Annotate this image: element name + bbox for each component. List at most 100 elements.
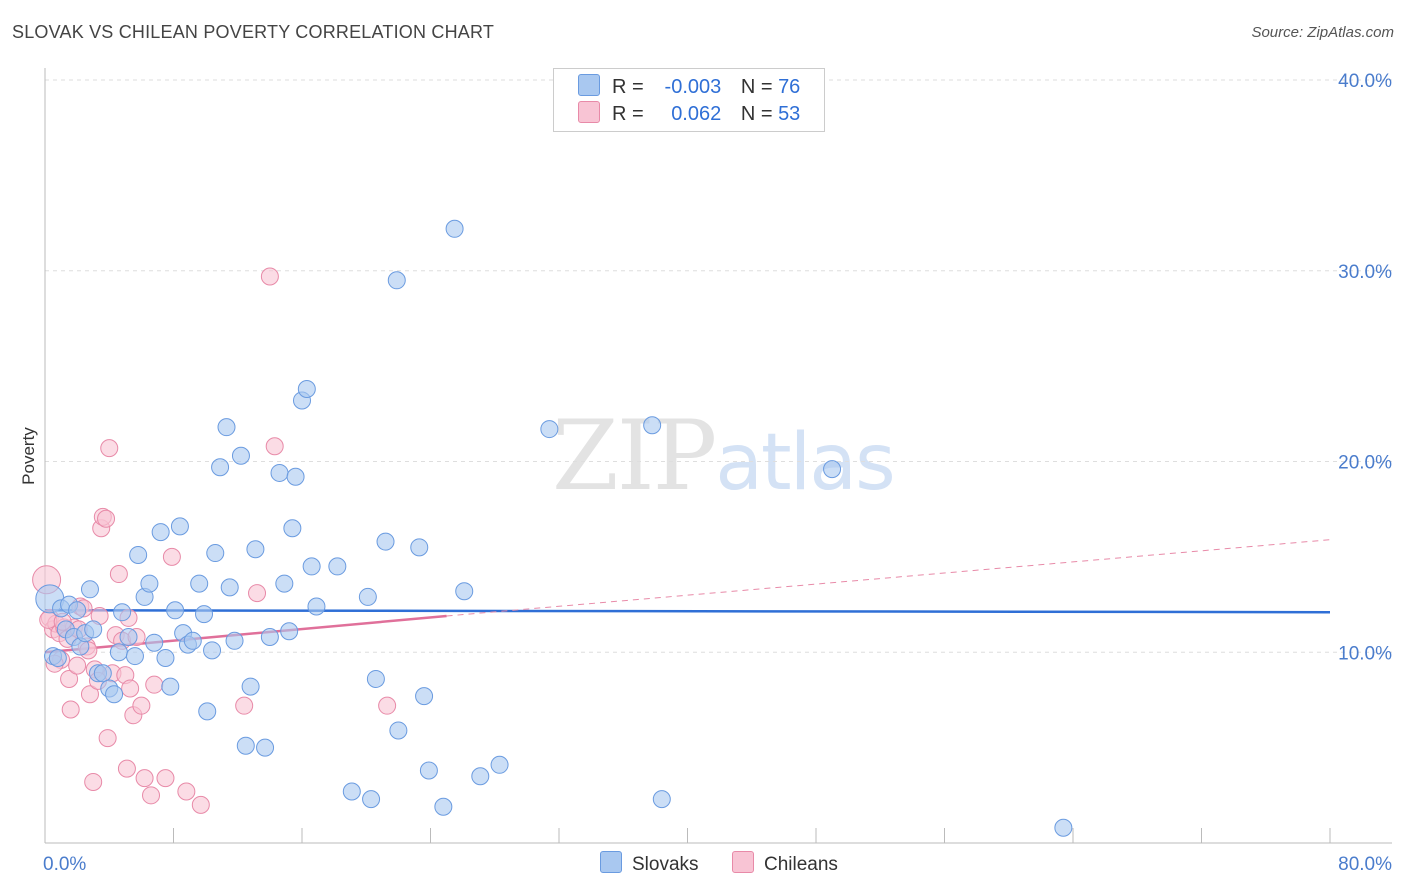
point-slovaks: [217, 418, 236, 437]
point-slovaks: [119, 627, 138, 646]
point-slovaks: [307, 597, 326, 616]
point-slovaks: [183, 631, 202, 650]
point-slovaks: [540, 420, 559, 439]
point-slovaks: [220, 578, 239, 597]
point-slovaks: [231, 446, 250, 465]
legend-swatch-slovaks: [578, 74, 600, 96]
point-chileans: [100, 439, 119, 458]
legend-swatch-chileans: [732, 851, 754, 873]
point-slovaks: [198, 702, 217, 721]
point-slovaks: [389, 721, 408, 740]
point-slovaks: [140, 574, 159, 593]
legend-r-label: R =: [612, 103, 644, 125]
point-slovaks: [93, 664, 112, 683]
point-chileans: [60, 669, 79, 688]
point-slovaks: [328, 557, 347, 576]
point-slovaks: [84, 620, 103, 639]
point-slovaks: [471, 767, 490, 786]
point-chileans: [145, 675, 164, 694]
point-chileans: [142, 786, 161, 805]
point-chileans: [162, 547, 181, 566]
watermark-zip: ZIP: [552, 400, 717, 512]
point-slovaks: [275, 574, 294, 593]
legend-item-chileans: Chileans: [732, 851, 838, 876]
trend-lines: [44, 539, 1331, 654]
chart-source: Source: ZipAtlas.com: [1251, 24, 1394, 41]
point-slovaks: [190, 574, 209, 593]
point-chileans: [84, 772, 103, 791]
tick-labels: 10.0% 20.0% 30.0% 40.0% 0.0% 80.0% Poverty: [19, 71, 1392, 875]
point-slovaks: [358, 587, 377, 606]
point-chileans: [265, 437, 284, 456]
legend-row-chileans: R = 0.062 N = 53: [578, 101, 800, 127]
legend-label-slovaks: Slovaks: [632, 854, 699, 875]
correlation-legend: R = -0.003 N = 76 R = 0.062 N = 53: [553, 68, 825, 132]
point-slovaks: [151, 523, 170, 542]
legend-swatch-slovaks: [600, 851, 622, 873]
point-slovaks: [246, 540, 265, 559]
legend-n-value: 53: [778, 103, 801, 125]
point-chileans: [132, 696, 151, 715]
point-slovaks: [490, 755, 509, 774]
trend-line-chileans-extension: [446, 539, 1331, 617]
y-tick-label: 10.0%: [1338, 643, 1392, 664]
point-slovaks: [145, 633, 164, 652]
data-points: [32, 219, 1073, 837]
point-chileans: [135, 769, 154, 788]
point-slovaks: [643, 416, 662, 435]
watermark-atlas: atlas: [715, 418, 895, 508]
point-chileans: [378, 696, 397, 715]
point-slovaks: [283, 519, 302, 538]
point-slovaks: [236, 736, 255, 755]
point-slovaks: [68, 601, 87, 620]
point-slovaks: [823, 460, 842, 479]
point-slovaks: [297, 380, 316, 399]
point-slovaks: [241, 677, 260, 696]
point-slovaks: [156, 648, 175, 667]
point-slovaks: [445, 219, 464, 238]
grid-lines: [45, 79, 1392, 653]
point-slovaks: [195, 605, 214, 624]
point-slovaks: [387, 271, 406, 290]
point-slovaks: [270, 463, 289, 482]
point-chileans: [97, 509, 116, 528]
point-slovaks: [1054, 818, 1073, 837]
legend-r-label: R =: [612, 76, 644, 98]
trend-line-chileans: [44, 614, 447, 654]
point-slovaks: [225, 631, 244, 650]
point-slovaks: [286, 467, 305, 486]
point-slovaks: [129, 545, 148, 564]
point-slovaks: [170, 517, 189, 536]
point-slovaks: [48, 648, 67, 667]
legend-n-value: 76: [778, 76, 801, 98]
y-tick-label: 20.0%: [1338, 453, 1392, 474]
legend-row-slovaks: R = -0.003 N = 76: [578, 74, 800, 100]
point-chileans: [248, 584, 267, 603]
point-slovaks: [280, 622, 299, 641]
point-chileans: [121, 679, 140, 698]
legend-n-label: N =: [740, 76, 773, 98]
point-slovaks: [105, 685, 124, 704]
point-chileans: [235, 696, 254, 715]
watermark: ZIPatlas: [552, 400, 896, 512]
point-slovaks: [376, 532, 395, 551]
legend-n-label: N =: [740, 103, 773, 125]
legend-r-value: 0.062: [671, 103, 722, 125]
y-tick-label: 30.0%: [1338, 262, 1392, 283]
point-chileans: [68, 656, 87, 675]
point-chileans: [191, 795, 210, 814]
point-chileans: [117, 759, 136, 778]
point-slovaks: [302, 557, 321, 576]
axes: [44, 68, 1392, 844]
point-slovaks: [362, 790, 381, 809]
point-slovaks: [161, 677, 180, 696]
point-slovaks: [419, 761, 438, 780]
point-slovaks: [410, 538, 429, 557]
x-tick-label-min: 0.0%: [43, 854, 86, 875]
point-slovaks: [415, 687, 434, 706]
legend-swatch-chileans: [578, 101, 600, 123]
series-legend: Slovaks Chileans: [0, 851, 1406, 879]
point-chileans: [61, 700, 80, 719]
point-slovaks: [652, 790, 671, 809]
